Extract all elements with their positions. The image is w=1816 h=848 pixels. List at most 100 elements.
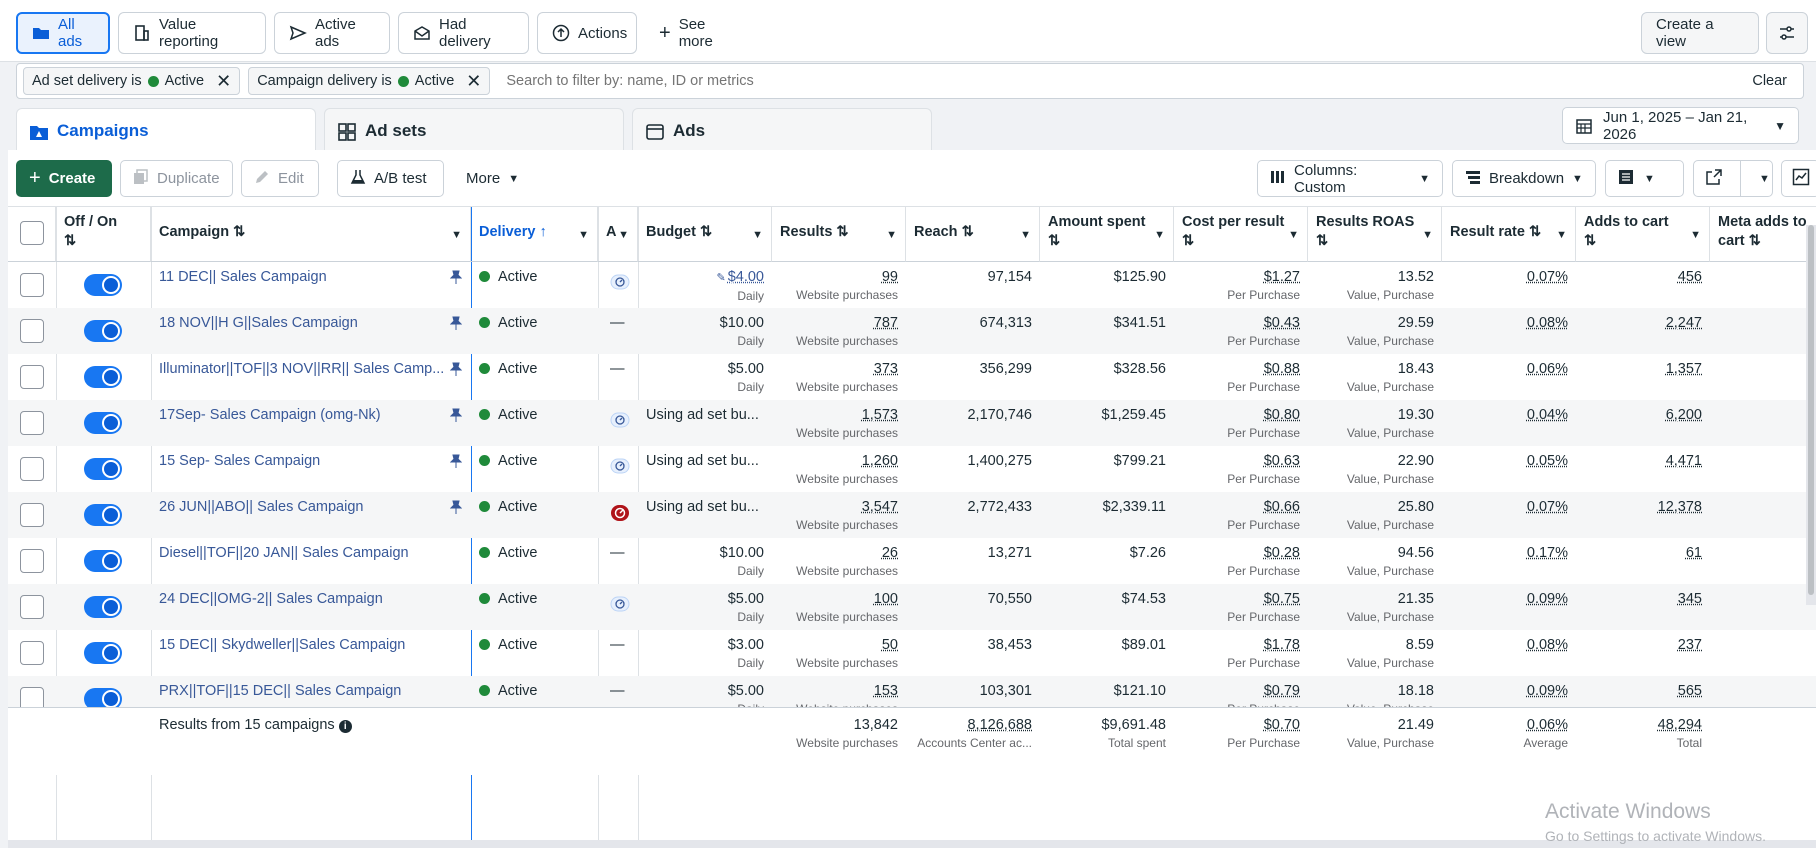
row-checkbox[interactable] xyxy=(20,273,44,297)
header-result-rate[interactable]: Result rate ⇅ ▼ xyxy=(1442,206,1576,262)
duplicate-button[interactable]: Duplicate xyxy=(120,160,233,197)
gauge-icon[interactable] xyxy=(610,274,630,296)
campaign-toggle[interactable] xyxy=(84,642,122,664)
campaign-name-link[interactable]: Diesel||TOF||20 JAN|| Sales Campaign xyxy=(159,545,409,561)
row-checkbox[interactable] xyxy=(20,457,44,481)
campaign-name-link[interactable]: 11 DEC|| Sales Campaign xyxy=(159,269,327,285)
columns-button[interactable]: Columns: Custom ▼ xyxy=(1257,160,1443,197)
pin-icon[interactable] xyxy=(449,362,463,381)
close-icon[interactable]: ✕ xyxy=(216,70,232,91)
date-range-picker[interactable]: Jun 1, 2025 – Jan 21, 2026 ▼ xyxy=(1562,107,1799,144)
budget-cell[interactable]: ✎ $4.00 Daily xyxy=(716,269,764,303)
edit-button[interactable]: Edit xyxy=(241,160,319,197)
budget-cell[interactable]: $3.00 Daily xyxy=(727,637,764,670)
create-button[interactable]: + Create xyxy=(16,160,112,197)
info-icon[interactable]: i xyxy=(338,720,352,733)
budget-cell[interactable]: $10.00 Daily xyxy=(719,545,764,578)
campaign-name-link[interactable]: 18 NOV||H G||Sales Campaign xyxy=(159,315,358,331)
campaign-toggle[interactable] xyxy=(84,274,122,296)
edit-budget-icon[interactable]: ✎ xyxy=(716,272,726,284)
settings-sliders-button[interactable] xyxy=(1766,12,1808,54)
header-amount-spent[interactable]: Amount spent ⇅ ▼ xyxy=(1040,206,1174,262)
header-results-roas[interactable]: Results ROAS ⇅ ▼ xyxy=(1308,206,1442,262)
pin-icon[interactable] xyxy=(449,270,463,289)
pin-icon[interactable] xyxy=(449,316,463,335)
campaign-toggle[interactable] xyxy=(84,412,122,434)
horizontal-scrollbar[interactable] xyxy=(8,840,1816,848)
vertical-scrollbar[interactable] xyxy=(1806,225,1816,605)
header-budget[interactable]: Budget ⇅ ▼ xyxy=(638,206,772,262)
table-row[interactable]: 15 Sep- Sales Campaign Active Using ad set… xyxy=(8,446,1816,492)
select-all-checkbox[interactable] xyxy=(20,221,44,245)
table-row[interactable]: 15 DEC|| Skydweller||Sales Campaign Activ… xyxy=(8,630,1816,676)
more-button[interactable]: More ▼ xyxy=(454,160,534,197)
had-delivery-button[interactable]: Had delivery xyxy=(398,12,529,54)
row-checkbox[interactable] xyxy=(20,319,44,343)
campaign-name-link[interactable]: Illuminator||TOF||3 NOV||RR|| Sales Camp… xyxy=(159,361,445,377)
ab-test-button[interactable]: A/B test xyxy=(337,160,444,197)
campaign-name-link[interactable]: 17Sep- Sales Campaign (omg-Nk) xyxy=(159,407,381,423)
table-row[interactable]: 26 JUN||ABO|| Sales Campaign Active Using … xyxy=(8,492,1816,538)
pin-icon[interactable] xyxy=(449,500,463,519)
row-checkbox[interactable] xyxy=(20,549,44,573)
tab-campaigns[interactable]: Campaigns xyxy=(16,108,316,152)
header-reach[interactable]: Reach ⇅ ▼ xyxy=(906,206,1040,262)
header-meta-adds-to-cart[interactable]: Meta adds to cart ⇅ xyxy=(1710,206,1816,262)
gauge-icon[interactable] xyxy=(610,412,630,434)
filter-search-input[interactable] xyxy=(498,73,1745,89)
campaign-name-link[interactable]: 24 DEC||OMG-2|| Sales Campaign xyxy=(159,591,383,607)
row-checkbox[interactable] xyxy=(20,411,44,435)
header-campaign[interactable]: Campaign ⇅ ▼ xyxy=(151,206,471,262)
header-delivery[interactable]: Delivery ↑ ▼ xyxy=(471,206,598,262)
table-row[interactable]: 24 DEC||OMG-2|| Sales Campaign Active $5.0… xyxy=(8,584,1816,630)
filter-chip-campaign-delivery[interactable]: Campaign delivery is Active ✕ xyxy=(248,67,491,95)
campaign-name-link[interactable]: PRX||TOF||15 DEC|| Sales Campaign xyxy=(159,683,402,699)
all-ads-button[interactable]: All ads xyxy=(16,12,110,54)
header-results[interactable]: Results ⇅ ▼ xyxy=(772,206,906,262)
budget-cell[interactable]: Using ad set bu... xyxy=(646,453,759,469)
see-more-button[interactable]: + See more xyxy=(659,16,713,50)
campaign-toggle[interactable] xyxy=(84,458,122,480)
campaign-toggle[interactable] xyxy=(84,550,122,572)
header-attribution[interactable]: A ▼ xyxy=(598,206,638,262)
campaign-toggle[interactable] xyxy=(84,596,122,618)
table-row[interactable]: Diesel||TOF||20 JAN|| Sales Campaign Acti… xyxy=(8,538,1816,584)
filter-chip-adset-delivery[interactable]: Ad set delivery is Active ✕ xyxy=(23,67,241,95)
campaign-name-link[interactable]: 15 Sep- Sales Campaign xyxy=(159,453,321,469)
breakdown-button[interactable]: Breakdown ▼ xyxy=(1452,160,1596,197)
gauge-icon[interactable] xyxy=(610,458,630,480)
tab-ads[interactable]: Ads xyxy=(632,108,932,152)
warning-gauge-icon[interactable] xyxy=(610,504,630,528)
campaign-toggle[interactable] xyxy=(84,366,122,388)
row-checkbox[interactable] xyxy=(20,595,44,619)
table-row[interactable]: 18 NOV||H G||Sales Campaign Active — $10.00… xyxy=(8,308,1816,354)
export-button[interactable]: ▼ xyxy=(1693,160,1773,197)
header-off-on[interactable]: Off / On ⇅ xyxy=(56,206,151,262)
active-ads-button[interactable]: Active ads xyxy=(274,12,390,54)
row-checkbox[interactable] xyxy=(20,365,44,389)
actions-button[interactable]: Actions xyxy=(537,12,637,54)
budget-cell[interactable]: $10.00 Daily xyxy=(719,315,764,348)
tab-ad-sets[interactable]: Ad sets xyxy=(324,108,624,152)
gauge-icon[interactable] xyxy=(610,596,630,618)
row-checkbox[interactable] xyxy=(20,641,44,665)
table-row[interactable]: 17Sep- Sales Campaign (omg-Nk) Active Usin… xyxy=(8,400,1816,446)
campaign-toggle[interactable] xyxy=(84,504,122,526)
budget-cell[interactable]: Using ad set bu... xyxy=(646,499,759,515)
reports-button[interactable]: ▼ xyxy=(1605,160,1684,197)
campaign-name-link[interactable]: 15 DEC|| Skydweller||Sales Campaign xyxy=(159,637,406,653)
campaign-name-link[interactable]: 26 JUN||ABO|| Sales Campaign xyxy=(159,499,364,515)
close-icon[interactable]: ✕ xyxy=(466,70,482,91)
table-row[interactable]: Illuminator||TOF||3 NOV||RR|| Sales Camp… xyxy=(8,354,1816,400)
campaign-toggle[interactable] xyxy=(84,320,122,342)
charts-button[interactable] xyxy=(1781,160,1816,197)
pin-icon[interactable] xyxy=(449,454,463,473)
pin-icon[interactable] xyxy=(449,408,463,427)
row-checkbox[interactable] xyxy=(20,503,44,527)
header-cost-per-result[interactable]: Cost per result ⇅ ▼ xyxy=(1174,206,1308,262)
create-view-button[interactable]: Create a view xyxy=(1641,12,1759,54)
value-reporting-button[interactable]: Value reporting xyxy=(118,12,266,54)
budget-cell[interactable]: Using ad set bu... xyxy=(646,407,759,423)
